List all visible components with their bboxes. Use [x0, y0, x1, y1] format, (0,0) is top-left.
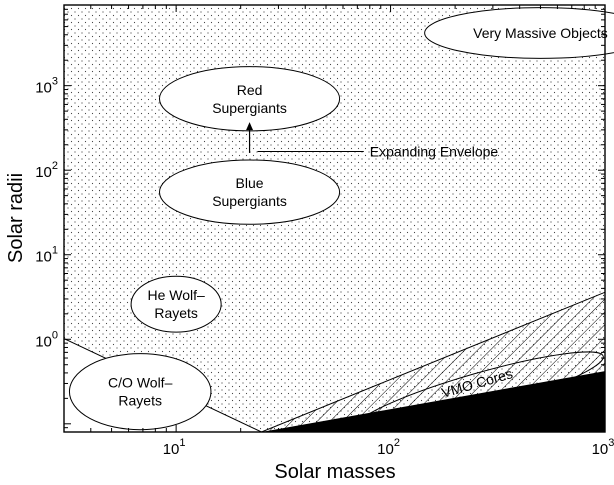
solid-wedge — [261, 371, 605, 432]
red-supergiants-label-line-0: Red — [237, 82, 263, 98]
y-axis-ticks: 100 101 102 103 — [35, 4, 605, 433]
x-axis-ticks: 101 102 103 — [63, 5, 614, 458]
co-wolf-rayets-label-line-1: Rayets — [118, 393, 162, 409]
y-tick-label-3: 103 — [35, 76, 58, 97]
y-tick-label-2: 102 — [35, 160, 58, 181]
he-wolf-rayets-ellipse — [130, 275, 222, 333]
x-tick-label-2: 103 — [592, 437, 614, 458]
he-wolf-rayets-label-line-0: He Wolf– — [147, 287, 205, 303]
co-wolf-rayets-label-line-0: C/O Wolf– — [108, 375, 173, 391]
x-axis-label: Solar masses — [274, 461, 395, 483]
region-ellipses: Very Massive Objects Red Supergiants Blue Su… — [68, 7, 614, 431]
blue-supergiants-label-line-1: Supergiants — [212, 193, 287, 209]
very-massive-label-line-0: Very Massive Objects — [473, 25, 608, 41]
y-tick-label-0: 100 — [35, 329, 58, 350]
expanding-envelope-arrow-head — [246, 122, 254, 131]
plot-frame — [63, 4, 606, 433]
he-wolf-rayets-label-line-1: Rayets — [154, 305, 198, 321]
expanding-envelope-label: Expanding Envelope — [370, 144, 499, 160]
red-supergiants-label-line-1: Supergiants — [212, 100, 287, 116]
annotations: Expanding Envelope — [246, 122, 499, 160]
red-supergiants-ellipse — [158, 66, 341, 132]
x-tick-label-0: 101 — [163, 437, 186, 458]
y-tick-label-1: 101 — [35, 245, 58, 266]
vmo-cores-ellipse — [355, 351, 604, 432]
blue-supergiants-label-line-0: Blue — [236, 175, 264, 191]
blue-supergiants-ellipse — [158, 159, 341, 225]
x-tick-label-1: 102 — [377, 437, 400, 458]
co-wolf-rayets-ellipse — [68, 353, 212, 431]
y-axis-label: Solar radii — [5, 173, 27, 263]
